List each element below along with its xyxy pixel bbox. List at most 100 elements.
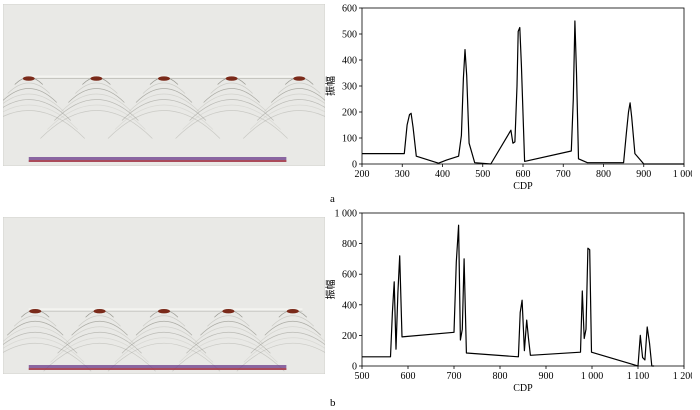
event-marker — [286, 309, 299, 314]
diffraction-curve — [114, 104, 214, 130]
diffraction-curve — [277, 82, 321, 94]
diffraction-curve — [3, 104, 79, 130]
y-tick-label: 600 — [342, 270, 357, 281]
diffraction-curve — [40, 110, 153, 139]
y-tick-label: 200 — [342, 331, 357, 342]
diffraction-curve — [271, 315, 315, 327]
diffraction-curve — [186, 332, 271, 354]
panel-label-a: a — [330, 193, 335, 205]
diffraction-curve — [3, 332, 78, 354]
x-tick-label: 1 200 — [673, 371, 692, 382]
x-tick-label: 500 — [355, 371, 370, 382]
y-axis-label: 振幅 — [324, 280, 337, 300]
diffraction-curve — [47, 104, 146, 130]
event-marker — [22, 76, 35, 81]
event-marker — [222, 309, 235, 314]
diffraction-curve — [249, 104, 325, 130]
diffraction-curve — [3, 326, 71, 345]
diffraction-curve — [142, 82, 186, 94]
diffraction-curve — [189, 99, 274, 121]
diffraction-curve — [3, 88, 58, 103]
diffraction-curve — [6, 321, 64, 336]
diffraction-curve — [3, 93, 65, 112]
diffraction-curve — [270, 88, 325, 103]
x-tick-label: 500 — [475, 169, 490, 180]
x-tick-label: 700 — [447, 371, 462, 382]
diffraction-events — [3, 308, 325, 372]
event-marker — [90, 76, 103, 81]
amplitude-chart-b: 500 600 700 800 900 1 000 1 100 1 200 0 200 400 600… — [324, 209, 692, 395]
seismic-background — [3, 217, 325, 374]
diffraction-curve — [179, 337, 278, 363]
diffraction-curve — [203, 88, 260, 103]
diffraction-curve — [107, 110, 221, 139]
diffraction-curve — [61, 93, 132, 112]
bottom-band — [28, 368, 287, 370]
diffraction-curve — [263, 93, 325, 112]
plot-frame — [361, 7, 685, 165]
diffraction-curve — [210, 82, 253, 94]
diffraction-curve — [71, 321, 128, 336]
x-tick-label: 300 — [395, 169, 410, 180]
y-tick-label: 400 — [342, 56, 357, 67]
diffraction-curve — [142, 315, 186, 327]
diffraction-curve — [128, 93, 200, 112]
diffraction-curve — [75, 82, 118, 94]
diffraction-curve — [135, 88, 193, 103]
diffraction-curve — [50, 337, 149, 363]
diffraction-curve — [128, 326, 200, 345]
diffraction-curve — [242, 110, 325, 139]
plot-frame — [361, 212, 685, 367]
diffraction-curve — [78, 315, 121, 327]
y-axis-label: 振幅 — [324, 76, 337, 96]
x-tick-label: 400 — [435, 169, 450, 180]
panel-b: 500 600 700 800 900 1 000 1 100 1 200 0 200 400 600… — [0, 205, 700, 410]
diffraction-curve — [3, 110, 86, 139]
event-marker — [158, 76, 170, 81]
diffraction-curve — [256, 99, 325, 121]
y-tick-label: 500 — [342, 30, 357, 41]
bottom-band — [28, 157, 287, 162]
amplitude-series-line — [362, 224, 655, 367]
y-tick-label: 400 — [342, 300, 357, 311]
y-tick-label: 0 — [352, 362, 357, 373]
event-marker — [293, 76, 306, 81]
diffraction-curve — [64, 326, 135, 345]
bottom-band — [28, 365, 287, 370]
diffraction-curve — [54, 99, 139, 121]
diffraction-curve — [182, 104, 281, 130]
diffraction-curve — [3, 99, 72, 121]
diffraction-curve — [13, 315, 57, 327]
y-tick-label: 1 000 — [335, 209, 358, 220]
x-axis-label: CDP — [513, 181, 533, 192]
x-tick-label: 200 — [355, 169, 370, 180]
event-marker — [158, 309, 170, 314]
diffraction-curve — [175, 110, 288, 139]
diffraction-curve — [3, 337, 85, 363]
event-marker — [29, 309, 42, 314]
event-marker — [93, 309, 106, 314]
amplitude-series-line — [362, 20, 684, 165]
diffraction-curve — [207, 315, 250, 327]
diffraction-curve — [250, 332, 325, 354]
diffraction-curve — [43, 342, 156, 372]
diffraction-curve — [243, 337, 325, 363]
diffraction-curve — [172, 342, 285, 372]
diffraction-curve — [257, 326, 325, 345]
diffraction-curve — [121, 99, 207, 121]
x-tick-label: 900 — [636, 169, 651, 180]
x-tick-label: 1 000 — [581, 371, 604, 382]
x-axis-label: CDP — [513, 383, 533, 394]
diffraction-curve — [68, 88, 125, 103]
seismic-section-a — [3, 4, 325, 166]
seismic-section-b — [3, 217, 325, 374]
event-marker — [225, 76, 238, 81]
x-tick-label: 600 — [401, 371, 416, 382]
diffraction-curve — [121, 332, 207, 354]
y-tick-label: 0 — [352, 160, 357, 171]
x-tick-label: 700 — [556, 169, 571, 180]
y-tick-label: 800 — [342, 239, 357, 250]
amplitude-chart-a: 200 300 400 500 600 700 800 900 1 000 0 100 200 300 4… — [324, 4, 692, 193]
diffraction-events — [3, 75, 325, 139]
diffraction-curve — [114, 337, 214, 363]
